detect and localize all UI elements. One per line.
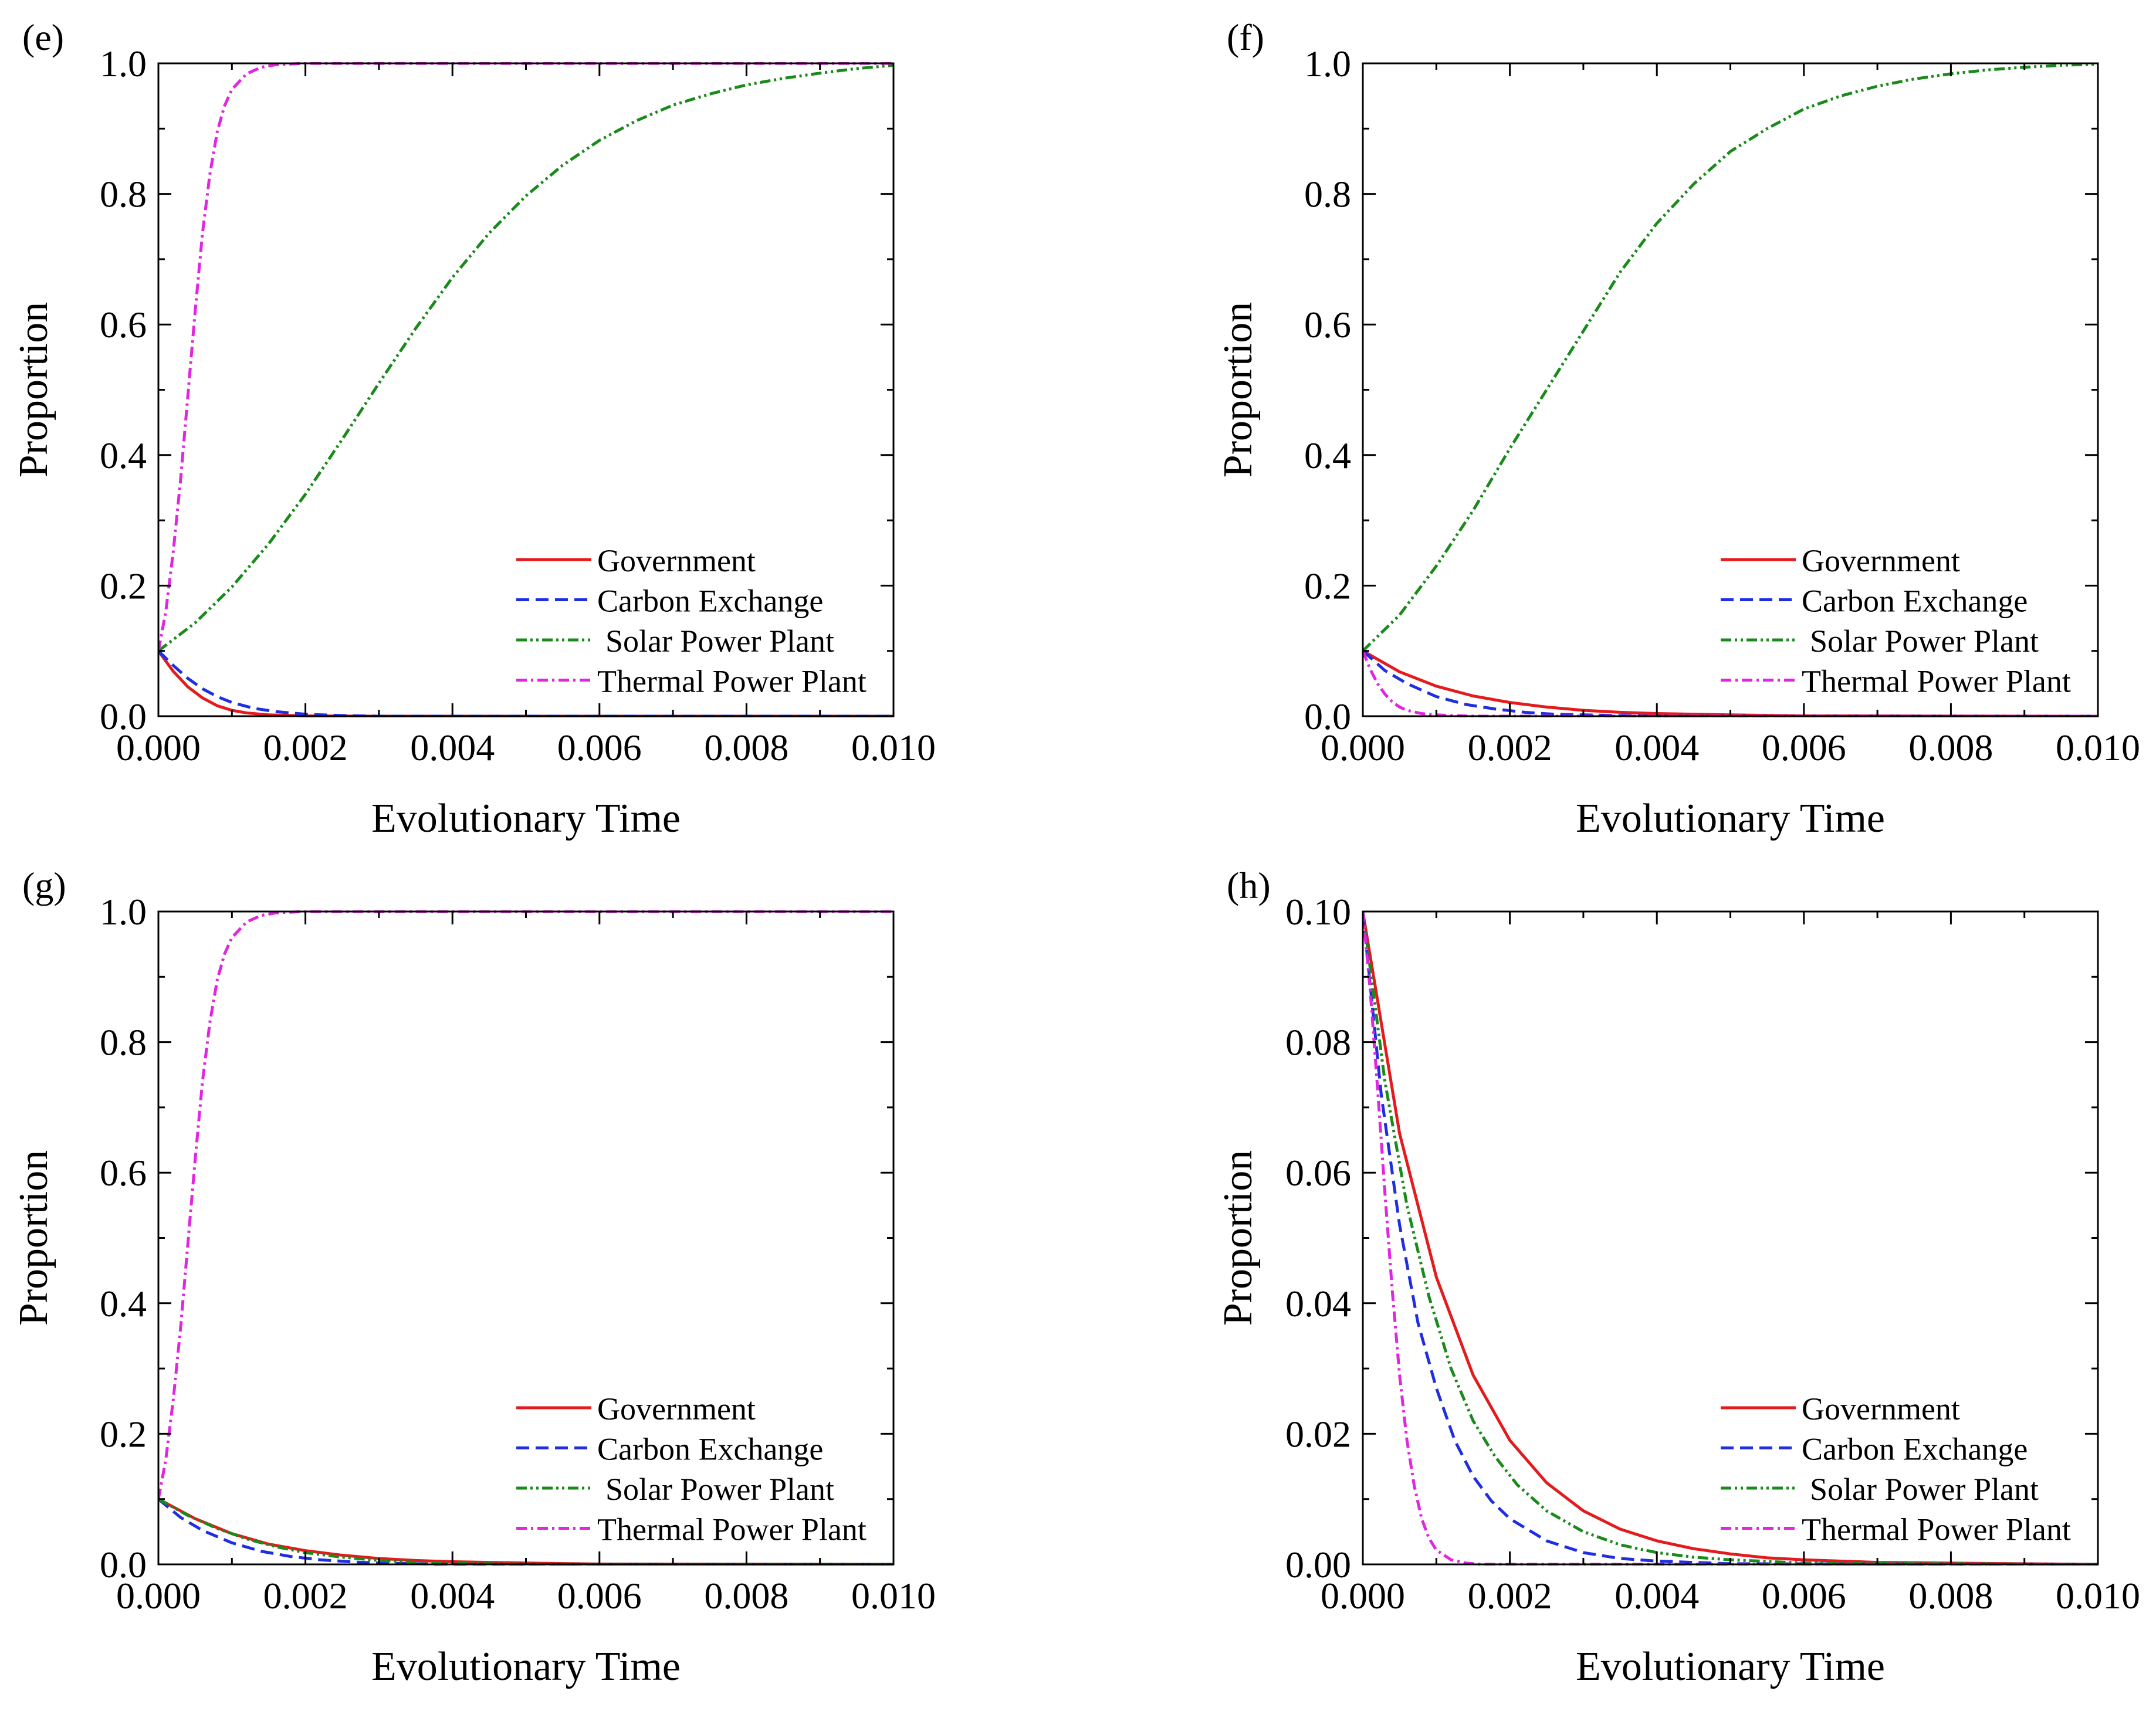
series-line-carbon-exchange	[1363, 911, 2098, 1566]
x-tick-label: 0.004	[1615, 1575, 1699, 1617]
y-tick-label: 0.00	[1285, 1544, 1351, 1585]
y-tick-label: 0.02	[1285, 1413, 1351, 1455]
y-tick-label: 0.0	[100, 1544, 147, 1585]
y-axis-title: Proportion	[1216, 302, 1261, 477]
y-tick-label: 1.0	[100, 891, 147, 933]
legend-label: Government	[597, 543, 756, 578]
x-tick-label: 0.010	[2056, 1575, 2140, 1617]
legend-label: Carbon Exchange	[597, 584, 823, 619]
x-tick-label: 0.010	[2056, 727, 2140, 768]
y-tick-label: 0.6	[1304, 304, 1351, 345]
legend-label: Government	[1802, 1391, 1960, 1427]
y-tick-label: 0.2	[100, 565, 147, 607]
x-tick-label: 0.000	[1321, 727, 1405, 768]
legend-label: Carbon Exchange	[1802, 584, 2028, 619]
series-line-carbon-exchange	[158, 649, 893, 717]
x-tick-label: 0.000	[1321, 1575, 1405, 1617]
x-tick-label: 0.008	[1908, 727, 1993, 768]
legend-label: Carbon Exchange	[1802, 1432, 2028, 1467]
y-tick-label: 0.8	[1304, 174, 1351, 215]
y-tick-label: 0.06	[1285, 1152, 1351, 1194]
series-line-solar-power-plant	[158, 63, 893, 652]
y-tick-label: 0.2	[1304, 565, 1351, 607]
x-tick-label: 0.006	[557, 1575, 642, 1617]
y-tick-label: 0.2	[100, 1413, 147, 1455]
y-tick-label: 0.8	[100, 174, 147, 215]
y-tick-label: 0.0	[100, 696, 147, 737]
y-tick-label: 1.0	[1304, 43, 1351, 84]
x-tick-label: 0.008	[704, 727, 788, 768]
x-axis-title: Evolutionary Time	[1576, 796, 1885, 841]
x-tick-label: 0.002	[263, 727, 348, 768]
x-tick-label: 0.010	[851, 1575, 936, 1617]
y-axis-title: Proportion	[11, 302, 56, 477]
panel-label: (h)	[1227, 865, 1271, 906]
legend-label: Solar Power Plant	[1810, 1472, 2039, 1507]
legend-label: Thermal Power Plant	[1802, 664, 2071, 699]
y-tick-label: 0.4	[100, 1283, 147, 1324]
x-tick-label: 0.000	[116, 1575, 201, 1617]
x-tick-label: 0.010	[851, 727, 936, 768]
y-tick-label: 0.04	[1285, 1283, 1351, 1324]
y-tick-label: 0.0	[1304, 696, 1351, 737]
legend-label: Thermal Power Plant	[597, 664, 867, 699]
x-tick-label: 0.004	[410, 1575, 495, 1617]
x-tick-label: 0.008	[704, 1575, 788, 1617]
legend-label: Solar Power Plant	[1810, 624, 2039, 659]
x-tick-label: 0.006	[1762, 727, 1846, 768]
x-tick-label: 0.000	[116, 727, 201, 768]
chart-panel-3: 0.000 0.002 0.004 0.006 0.008 0.010 0.00 0.02 0.…	[1216, 865, 2140, 1689]
x-tick-label: 0.004	[410, 727, 495, 768]
series-line-solar-power-plant	[1363, 911, 2098, 1566]
series-line-government	[1363, 911, 2098, 1566]
y-tick-label: 1.0	[100, 43, 147, 84]
x-tick-label: 0.004	[1615, 727, 1699, 768]
y-tick-label: 0.6	[100, 1152, 147, 1194]
legend-label: Thermal Power Plant	[597, 1512, 867, 1547]
panel-label: (e)	[22, 16, 64, 58]
legend-label: Carbon Exchange	[597, 1432, 823, 1467]
y-tick-label: 0.4	[100, 435, 147, 476]
y-tick-label: 0.8	[100, 1022, 147, 1063]
series-line-solar-power-plant	[1363, 62, 2098, 652]
x-tick-label: 0.008	[1908, 1575, 1993, 1617]
y-tick-label: 0.10	[1285, 891, 1351, 933]
y-axis-title: Proportion	[11, 1150, 56, 1326]
legend-label: Solar Power Plant	[605, 1472, 834, 1507]
y-tick-label: 0.4	[1304, 435, 1351, 476]
x-tick-label: 0.002	[1468, 1575, 1552, 1617]
y-tick-label: 0.6	[100, 304, 147, 345]
panel-label: (f)	[1227, 16, 1264, 58]
x-tick-label: 0.006	[557, 727, 642, 768]
chart-panel-1: 0.000 0.002 0.004 0.006 0.008 0.010 0.0 0.2 0.4 0…	[1216, 16, 2140, 841]
panel-label: (g)	[22, 865, 66, 906]
x-tick-label: 0.006	[1762, 1575, 1846, 1617]
x-tick-label: 0.002	[1468, 727, 1552, 768]
legend-label: Thermal Power Plant	[1802, 1512, 2071, 1547]
legend-label: Government	[1802, 543, 1960, 578]
x-tick-label: 0.002	[263, 1575, 348, 1617]
x-axis-title: Evolutionary Time	[371, 1644, 681, 1689]
legend-label: Government	[597, 1391, 756, 1427]
x-axis-title: Evolutionary Time	[1576, 1644, 1885, 1689]
legend-label: Solar Power Plant	[605, 624, 834, 659]
y-axis-title: Proportion	[1216, 1150, 1261, 1326]
series-line-solar-power-plant	[158, 1497, 893, 1566]
x-axis-title: Evolutionary Time	[371, 796, 681, 841]
y-tick-label: 0.08	[1285, 1022, 1351, 1063]
chart-panel-2: 0.000 0.002 0.004 0.006 0.008 0.010 0.0 0.2 0.4 0…	[11, 865, 936, 1689]
chart-panel-0: 0.000 0.002 0.004 0.006 0.008 0.010 0.0 0.2 0.4 0…	[11, 16, 936, 841]
